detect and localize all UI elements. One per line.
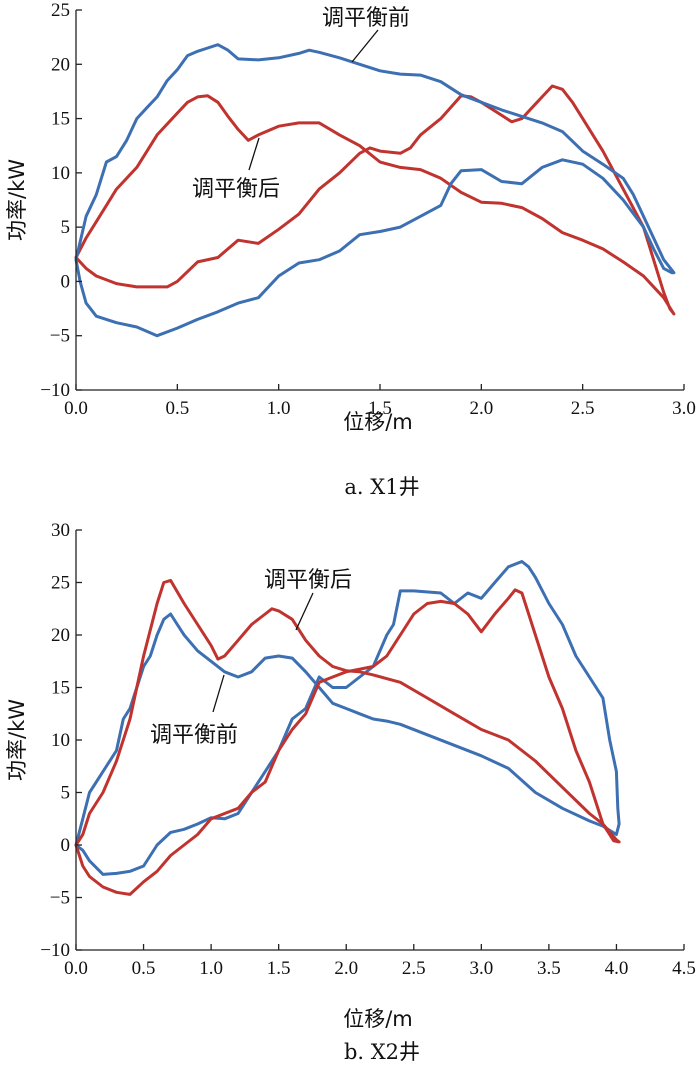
chart-b-y-tick-label: 15 — [51, 678, 70, 699]
chart-b-y-tick-label: −5 — [50, 888, 70, 909]
chart-a-x-tick-label: 2.5 — [571, 398, 595, 419]
chart-b-x-tick-label: 4.5 — [672, 958, 696, 979]
chart-a-x-tick-label: 1.5 — [368, 398, 392, 419]
chart-b-x-tick-label: 3.0 — [469, 958, 493, 979]
chart-b-x-tick-label: 2.0 — [334, 958, 358, 979]
chart-a-y-tick-label: 20 — [51, 54, 70, 75]
chart-b-y-tick-label: 5 — [61, 783, 71, 804]
chart-a-x-tick-label: 0.5 — [165, 398, 189, 419]
chart-a-annotation-before: 调平衡前 — [322, 6, 410, 31]
chart-a-y-tick-label: −5 — [50, 326, 70, 347]
chart-a-annotation-leader-after — [248, 137, 260, 171]
chart-a-y-tick-label: −10 — [40, 380, 70, 401]
chart-b-y-tick-label: 25 — [51, 573, 70, 594]
chart-a-plot — [74, 43, 676, 338]
chart-b-y-tick-label: 0 — [61, 835, 71, 856]
chart-a-y-tick-label: 15 — [51, 109, 70, 130]
chart-b-x-ticks: 0.0 0.5 1.0 1.5 2.0 2.5 3.0 3.5 4.0 4.5 — [64, 944, 696, 979]
chart-a-y-tick-label: 0 — [61, 271, 71, 292]
chart-a-series-after — [74, 84, 676, 316]
chart-a-x-tick-label: 3.0 — [672, 398, 696, 419]
chart-a-x-tick-label: 2.0 — [469, 398, 493, 419]
chart-a-y-ticks: −10 −5 0 5 10 15 20 25 — [40, 0, 82, 401]
chart-a-y-label: 功率/kW — [5, 159, 29, 241]
chart-b-y-tick-label: 20 — [51, 625, 70, 646]
chart-a-x-ticks: 0.0 0.5 1.0 1.5 2.0 2.5 3.0 — [64, 384, 696, 419]
chart-b-caption: b. X2井 — [344, 1040, 420, 1064]
chart-b-y-tick-label: 30 — [51, 520, 70, 541]
chart-b-y-tick-label: 10 — [51, 730, 70, 751]
chart-b-series-after — [74, 578, 621, 896]
chart-b-x-label: 位移/m — [343, 1007, 413, 1031]
chart-b-x-tick-label: 0.5 — [132, 958, 156, 979]
chart-a-annotation-after: 调平衡后 — [192, 177, 280, 202]
chart-b: −10 −5 0 5 10 15 20 25 30 0.0 0.5 1.0 1.5 2.0 2.5 3.0 3… — [5, 520, 696, 1064]
chart-b-series-before — [74, 560, 621, 876]
chart-b-x-tick-label: 4.0 — [605, 958, 629, 979]
chart-b-y-tick-label: −10 — [40, 940, 70, 961]
chart-b-annotation-before: 调平衡前 — [150, 723, 238, 748]
chart-b-x-tick-label: 1.5 — [267, 958, 291, 979]
chart-a-caption: a. X1井 — [344, 475, 419, 499]
chart-a-x-label: 位移/m — [343, 410, 413, 434]
chart-a-y-tick-label: 10 — [51, 163, 70, 184]
chart-b-y-label: 功率/kW — [5, 699, 29, 781]
chart-b-y-ticks: −10 −5 0 5 10 15 20 25 30 — [40, 520, 82, 961]
chart-b-plot — [74, 560, 621, 896]
chart-b-annotation-after: 调平衡后 — [264, 568, 352, 593]
chart-a: −10 −5 0 5 10 15 20 25 0.0 0.5 1.0 1.5 2.0 2.5 3.0 功率… — [5, 0, 696, 499]
chart-b-annotation-leader-after — [295, 592, 314, 631]
chart-b-x-tick-label: 0.0 — [64, 958, 88, 979]
chart-a-y-tick-label: 5 — [61, 217, 71, 238]
chart-a-x-tick-label: 0.0 — [64, 398, 88, 419]
chart-a-y-tick-label: 25 — [51, 0, 70, 21]
chart-b-annotation-leader-before — [212, 674, 225, 713]
chart-b-x-tick-label: 1.0 — [199, 958, 223, 979]
chart-a-annotation-leader-before — [351, 29, 379, 63]
chart-a-x-tick-label: 1.0 — [267, 398, 291, 419]
chart-a-series-before — [74, 43, 676, 338]
chart-b-x-tick-label: 2.5 — [402, 958, 426, 979]
chart-b-x-tick-label: 3.5 — [537, 958, 561, 979]
